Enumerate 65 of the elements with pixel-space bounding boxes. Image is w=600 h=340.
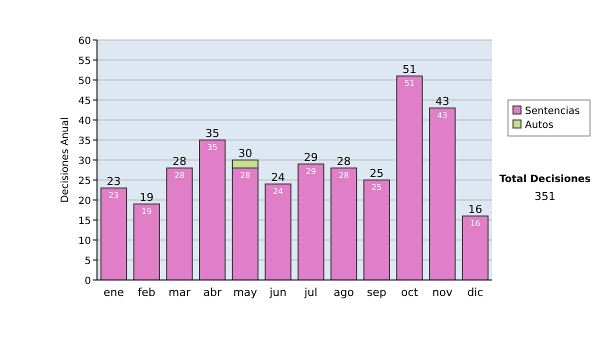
x-tick-label: dic <box>467 286 484 299</box>
x-tick-label: jul <box>303 286 318 299</box>
data-label: 23 <box>108 191 119 200</box>
x-tick-label: mar <box>168 286 191 299</box>
y-tick-label: 35 <box>78 136 91 147</box>
bar <box>166 168 193 280</box>
bar <box>100 188 128 280</box>
total-label: 24 <box>271 171 286 184</box>
data-label: 19 <box>142 207 152 216</box>
data-label: 29 <box>306 167 316 176</box>
total-label: 23 <box>106 175 121 188</box>
data-label: 51 <box>404 79 415 88</box>
y-tick-label: 55 <box>78 56 91 67</box>
x-tick-label: may <box>233 286 258 299</box>
x-tick-label: nov <box>432 286 453 299</box>
data-label: 28 <box>174 171 185 180</box>
x-tick-label: ago <box>334 286 354 299</box>
text: Total Decisiones <box>499 174 591 185</box>
y-tick-label: 0 <box>84 276 91 287</box>
bar <box>429 108 456 280</box>
x-tick-label: oct <box>400 286 419 299</box>
data-label: 43 <box>437 111 448 120</box>
x-tick-label: jun <box>268 286 287 299</box>
total-label: 43 <box>435 95 450 108</box>
total-label: 16 <box>468 203 482 216</box>
bar <box>330 168 358 280</box>
y-tick-label: 20 <box>78 196 91 207</box>
data-label: 16 <box>470 219 480 228</box>
data-label: 28 <box>240 171 250 180</box>
total-label: 28 <box>336 155 351 168</box>
y-tick-label: 60 <box>78 36 91 47</box>
legend-label: Autos <box>525 120 554 131</box>
x-tick-label: ene <box>104 286 124 299</box>
x-tick-label: feb <box>138 286 156 299</box>
bar <box>363 180 390 280</box>
y-tick-label: 5 <box>84 256 91 267</box>
bar <box>396 76 423 280</box>
total-label: 28 <box>172 155 186 168</box>
y-tick-label: 50 <box>78 76 91 87</box>
y-tick-label: 30 <box>78 156 91 167</box>
data-label: 28 <box>338 171 349 180</box>
x-tick-label: sep <box>366 286 386 299</box>
total-label: 25 <box>370 167 384 180</box>
total-label: 35 <box>205 127 220 140</box>
bar <box>264 184 292 280</box>
data-label: 24 <box>272 187 284 196</box>
x-tick-label: abr <box>203 286 222 299</box>
total-label: 19 <box>140 191 154 204</box>
bar <box>298 164 324 280</box>
data-label: 35 <box>207 143 218 152</box>
bar <box>133 204 160 280</box>
bar <box>199 140 226 280</box>
total-label: 30 <box>238 147 252 160</box>
y-tick-label: 10 <box>78 236 91 247</box>
y-axis-title: Decisiones Anual <box>60 117 71 203</box>
y-tick-label: 45 <box>78 96 91 107</box>
total-label: 29 <box>304 151 318 164</box>
total-label: 51 <box>402 63 417 76</box>
y-tick-label: 40 <box>78 116 91 127</box>
data-label: 25 <box>372 183 382 192</box>
bar <box>462 216 489 280</box>
y-tick-label: 15 <box>78 216 91 227</box>
y-tick-label: 25 <box>78 176 91 187</box>
text: 351 <box>534 190 556 203</box>
legend-label: Sentencias <box>525 106 580 117</box>
